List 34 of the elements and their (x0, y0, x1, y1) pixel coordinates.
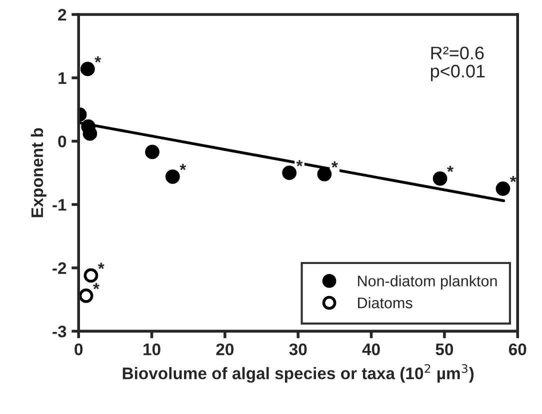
x-tick-label: 10 (144, 343, 160, 356)
x-tick-label: 40 (362, 343, 380, 356)
point (282, 166, 297, 180)
annotation: * (98, 262, 104, 269)
y-tick-label: 0 (58, 136, 66, 148)
x-axis-title: Biovolume of algal species or taxa (10$^{2}$ µm$^{3}$) (122, 364, 474, 383)
point (78, 288, 94, 303)
annotation: * (447, 166, 454, 172)
x-tick-label: 20 (216, 343, 234, 356)
annotation: R²=0.6 p<0.01 (430, 46, 485, 82)
x-tick-label: 50 (436, 343, 454, 356)
annotation: * (94, 56, 102, 62)
y-tick-label: 2 (58, 8, 66, 21)
legend-label: Diatoms (358, 297, 412, 308)
x-tick-label: 30 (289, 343, 307, 356)
x-tick-label: 60 (508, 343, 526, 356)
point (80, 62, 95, 76)
annotation: * (93, 283, 100, 290)
annotation: * (296, 160, 303, 166)
point (165, 169, 180, 184)
legend-label: Non-diatom plankton (358, 275, 497, 290)
y-axis-title: Exponent b (30, 128, 46, 218)
y-tick-label: -3 (52, 326, 66, 338)
x-tick-label: 0 (74, 343, 83, 356)
y-tick-label: 1 (58, 72, 66, 84)
y-tick-label: -2 (52, 262, 66, 274)
annotation: * (180, 164, 186, 170)
annotation: * (331, 161, 338, 168)
point (496, 181, 510, 196)
point (145, 144, 160, 160)
point (317, 166, 332, 182)
y-tick-label: -1 (52, 199, 66, 211)
point (432, 171, 448, 186)
point (84, 268, 98, 283)
